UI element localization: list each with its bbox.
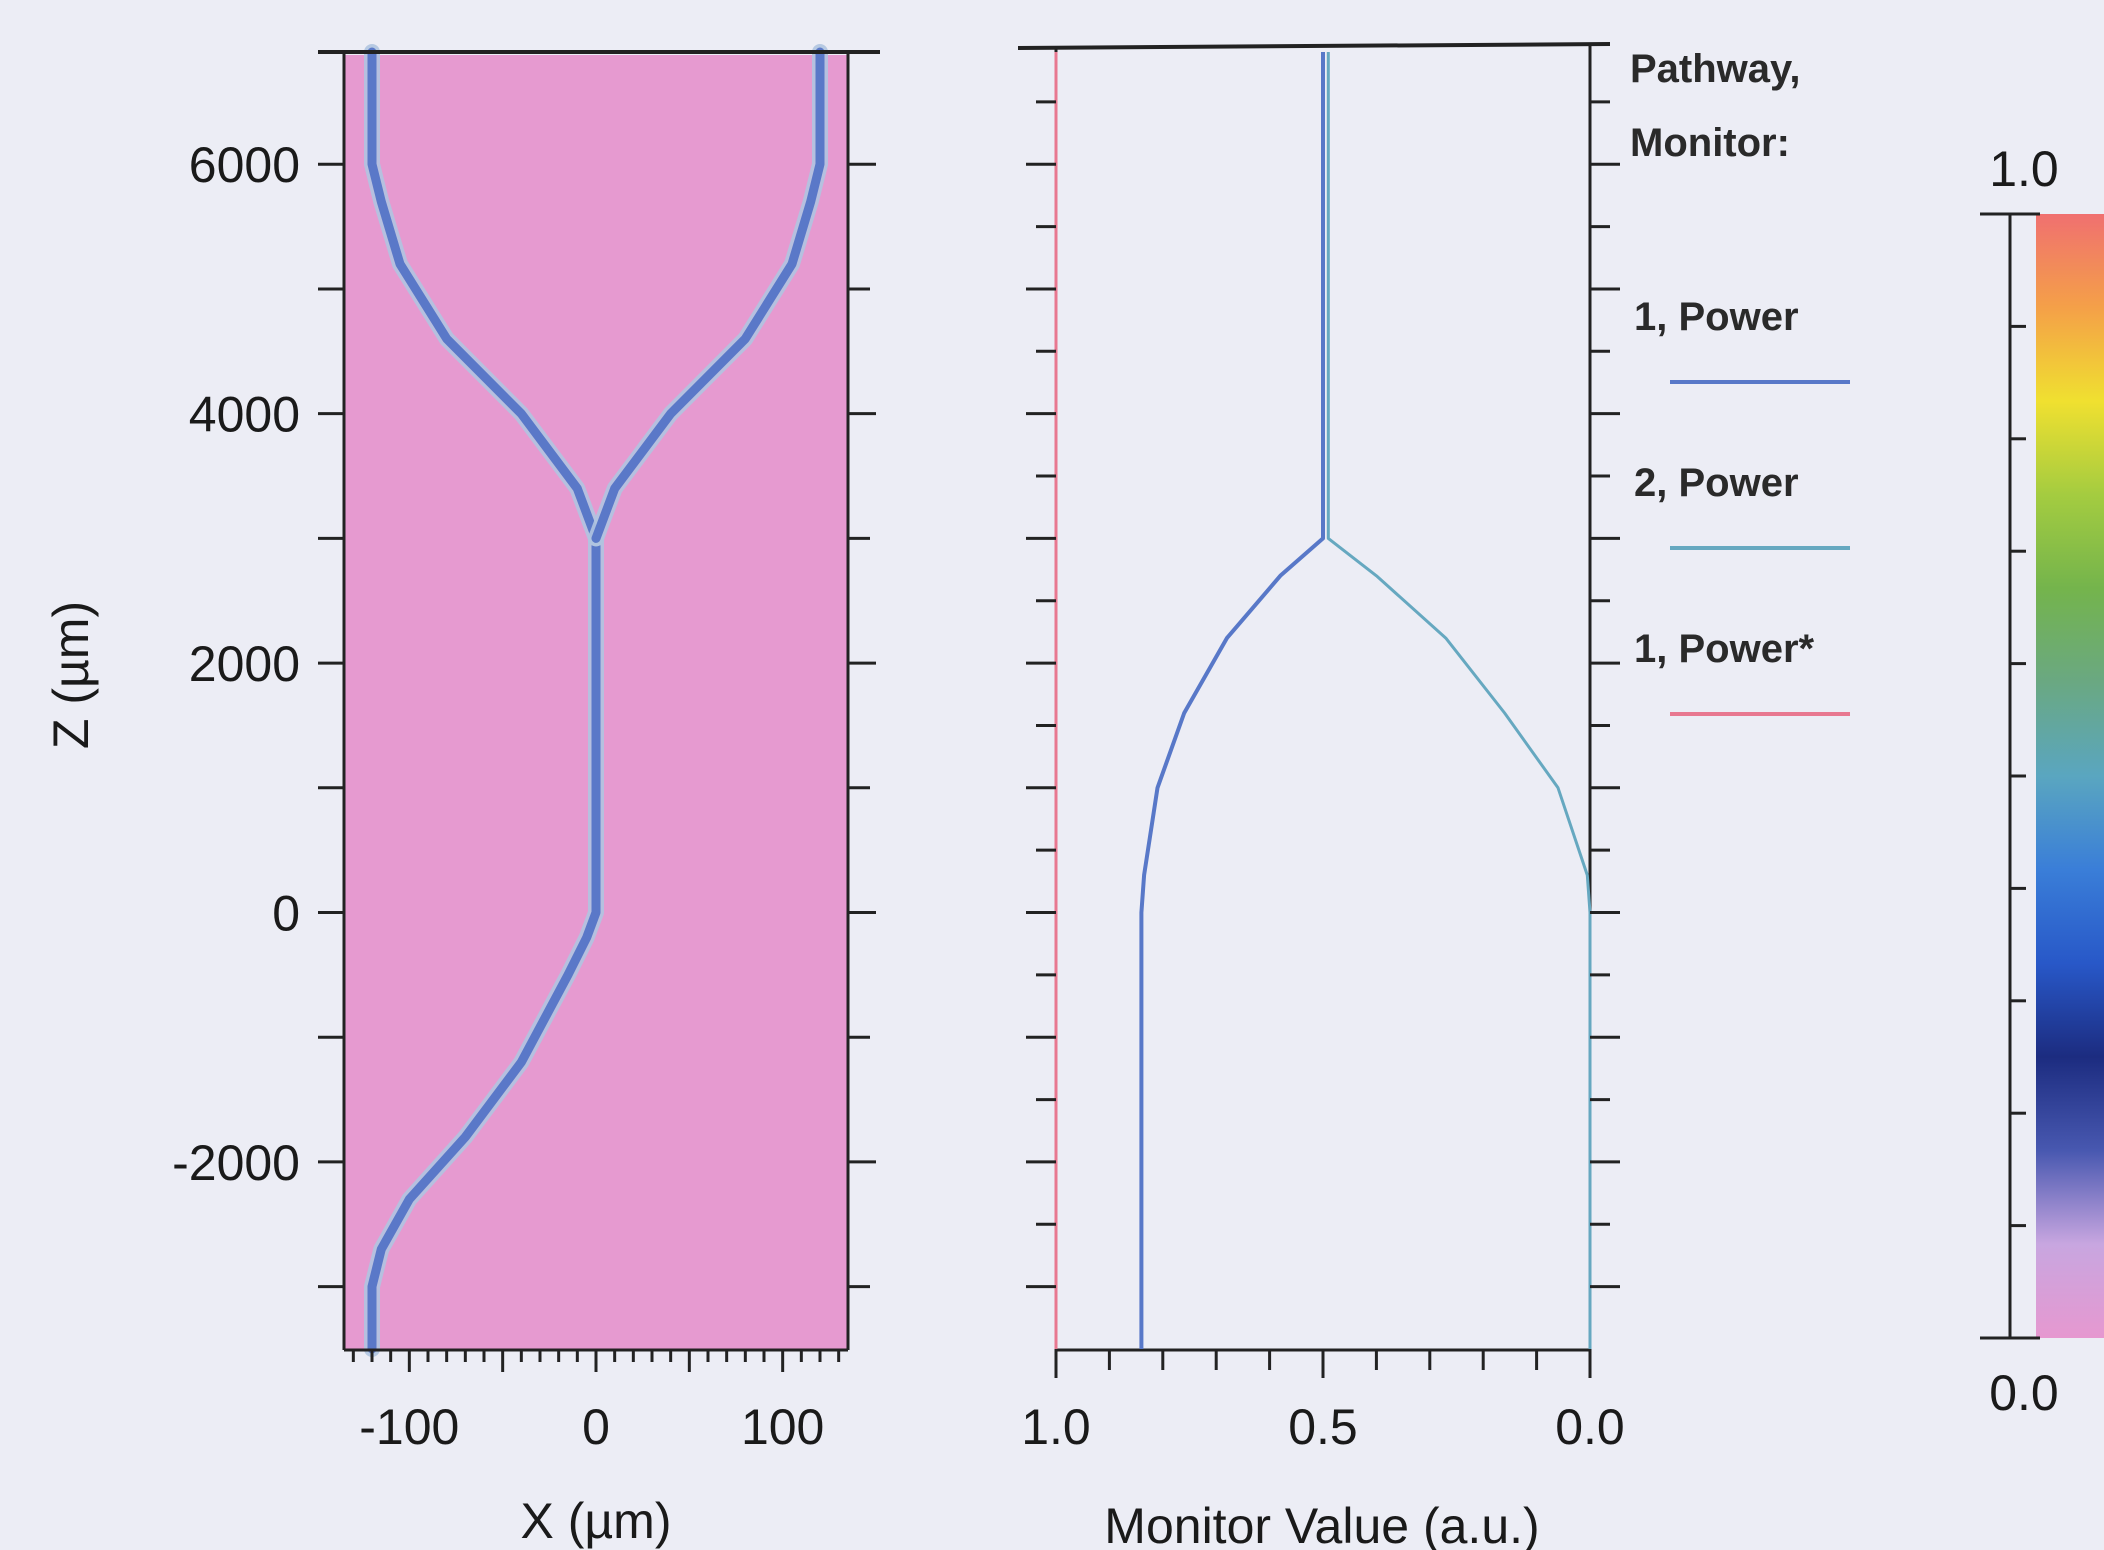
field-ticks: 6000 4000 2000 0 -2000 -100 0 100 xyxy=(172,137,876,1455)
legend-entry-label-1: 1, Power xyxy=(1634,295,1799,339)
monitor-series-line-2 xyxy=(1326,52,1592,1349)
monitor-top-axis xyxy=(1017,42,1611,50)
monitor-panel: 1.0 0.5 0.0 Monitor Value (a.u.) xyxy=(1017,42,1625,1550)
monitor-axes xyxy=(1017,42,1611,1352)
field-panel: 6000 4000 2000 0 -2000 -100 0 100 X (µm) Z (µm) xyxy=(43,44,880,1549)
monitor-x-tick-label: 0.5 xyxy=(1288,1399,1358,1455)
colorbar: 1.0 0.0 xyxy=(1980,141,2104,1421)
monitor-x-axis-title: Monitor Value (a.u.) xyxy=(1104,1498,1539,1550)
colorbar-max-label: 1.0 xyxy=(1989,141,2059,197)
colorbar-gradient xyxy=(2036,214,2104,1338)
legend-title-line-2: Monitor: xyxy=(1630,121,1790,165)
field-x-axis-title: X (µm) xyxy=(520,1493,671,1549)
field-y-tick-label: 0 xyxy=(272,886,300,942)
field-y-tick-label: 4000 xyxy=(189,387,300,443)
monitor-series-line-1 xyxy=(1139,52,1325,1349)
field-x-tick-label: -100 xyxy=(359,1399,459,1455)
field-y-tick-label: -2000 xyxy=(172,1135,300,1191)
field-y-tick-label: 6000 xyxy=(189,137,300,193)
field-y-axis-title: Z (µm) xyxy=(43,601,99,749)
field-x-tick-label: 0 xyxy=(582,1399,610,1455)
colorbar-min-label: 0.0 xyxy=(1989,1365,2059,1421)
waveguide-layer xyxy=(364,44,828,1357)
colorbar-axis xyxy=(1980,212,2040,1340)
legend-entry-label-2: 2, Power xyxy=(1634,461,1799,505)
legend-title-line-1: Pathway, xyxy=(1630,47,1800,91)
waveguide-path-1 xyxy=(367,47,601,543)
waveguide-path-0 xyxy=(367,533,601,1354)
monitor-x-tick-label: 0.0 xyxy=(1555,1399,1625,1455)
legend-entries: 1, Power 2, Power 1, Power* xyxy=(1634,295,1850,716)
monitor-lines xyxy=(1054,52,1592,1349)
field-x-tick-label: 100 xyxy=(741,1399,824,1455)
legend-entry-label-3: 1, Power* xyxy=(1634,627,1815,671)
monitor-ticks: 1.0 0.5 0.0 xyxy=(1021,100,1625,1455)
monitor-x-tick-label: 1.0 xyxy=(1021,1399,1091,1455)
waveguide-path-2 xyxy=(591,47,825,543)
field-y-tick-label: 2000 xyxy=(189,636,300,692)
